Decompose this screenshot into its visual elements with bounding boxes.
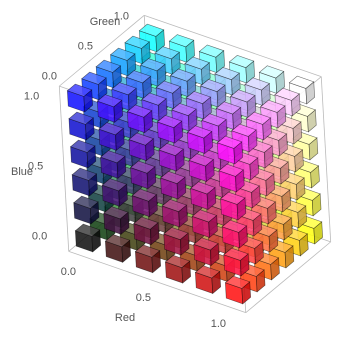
y-tick-label: 1.0 <box>114 10 129 22</box>
y-tick-label: 0.5 <box>78 40 93 52</box>
x-tick-label: 0.0 <box>61 266 76 278</box>
frame-edge <box>321 77 330 242</box>
x-tick-label: 0.5 <box>136 292 151 304</box>
y-tick-label: 0.0 <box>42 70 57 82</box>
x-axis-title: Red <box>115 312 135 324</box>
chart: Green Blue Red 0.00.51.00.00.51.00.00.51… <box>0 0 343 338</box>
frame-edge <box>59 86 68 251</box>
z-tick-label: 0.0 <box>32 231 47 243</box>
z-tick-label: 0.5 <box>28 161 43 173</box>
z-tick-label: 1.0 <box>24 91 39 103</box>
x-tick-label: 1.0 <box>211 318 226 330</box>
